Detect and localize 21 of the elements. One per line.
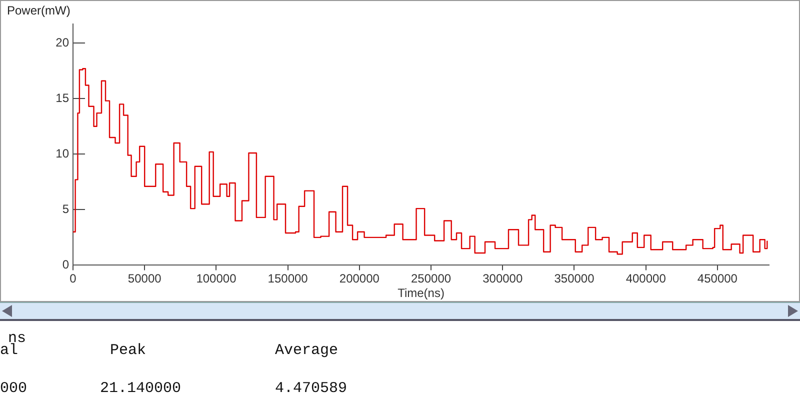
x-tick-label: 250000 [411, 272, 452, 286]
x-tick-label: 150000 [268, 272, 308, 286]
x-tick-label: 450000 [697, 272, 738, 286]
y-tick-label: 15 [56, 90, 70, 105]
y-tick-label: 20 [56, 35, 70, 50]
text: Peak [110, 342, 146, 359]
x-tick-label: 350000 [554, 272, 595, 286]
y-tick-label: 5 [62, 202, 70, 216]
x-axis-title: Time(ns) [398, 286, 444, 300]
x-tick-label: 50000 [128, 272, 162, 286]
x-tick-label: 300000 [482, 272, 523, 286]
x-tick-label: 100000 [196, 272, 237, 286]
y-tick-label: 0 [62, 258, 70, 272]
y-axis-title: Power(mW) [7, 3, 70, 18]
x-tick-label: 400000 [626, 272, 666, 286]
text: 000 [0, 380, 28, 397]
text: 4.470589 [275, 380, 348, 397]
x-tick-label: 200000 [339, 272, 380, 286]
text: 21.140000 [100, 380, 182, 397]
y-tick-label: 10 [56, 146, 70, 160]
text: Average [275, 342, 338, 359]
